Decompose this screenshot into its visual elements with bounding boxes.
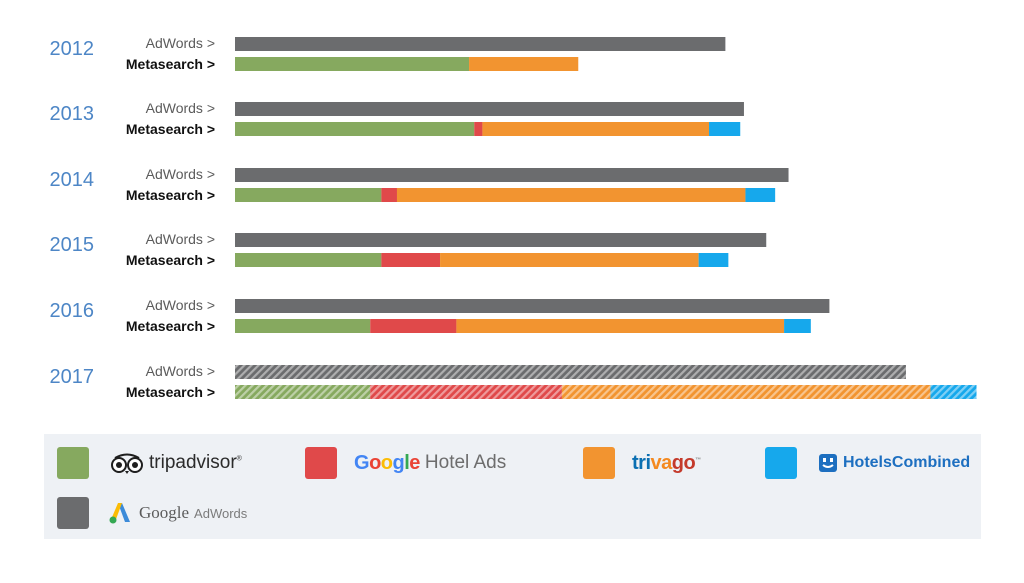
metasearch-row-label: Metasearch > xyxy=(126,56,215,72)
hotelscombined-logo-icon xyxy=(819,454,837,472)
metasearch-row-label: Metasearch > xyxy=(126,121,215,137)
legend-swatch-adwords xyxy=(57,497,89,529)
bar-hotelscombined-2016 xyxy=(784,319,811,333)
bar-google-hotel-ads-2016 xyxy=(370,319,457,333)
adwords-row-label: AdWords > xyxy=(146,35,215,51)
owl-eyes-icon xyxy=(111,453,143,474)
hotelscombined-wordmark: HotelsCombined xyxy=(843,454,971,471)
legend-swatch-trivago xyxy=(583,447,615,479)
bar-adwords-2016 xyxy=(235,299,830,313)
hotel-ads-text: Hotel Ads xyxy=(424,452,507,473)
bar-adwords-2012 xyxy=(235,37,726,51)
bar-adwords-2015 xyxy=(235,233,767,247)
hatch-overlay-adwords-2017 xyxy=(235,365,906,379)
metasearch-row-label: Metasearch > xyxy=(126,187,215,203)
hatch-overlay-google-hotel-ads-2017 xyxy=(370,385,562,399)
bar-trivago-2015 xyxy=(440,253,699,267)
bar-tripadvisor-2013 xyxy=(235,122,475,136)
adwords-word: AdWords xyxy=(194,505,248,521)
bar-adwords-2014 xyxy=(235,168,789,182)
adwords-row-label: AdWords > xyxy=(146,297,215,313)
google-word: Google xyxy=(139,503,190,522)
bar-tripadvisor-2016 xyxy=(235,319,371,333)
bar-tripadvisor-2012 xyxy=(235,57,470,71)
trivago-logo: trivago ™ xyxy=(632,451,701,474)
bar-trivago-2014 xyxy=(396,188,746,202)
adwords-row-label: AdWords > xyxy=(146,166,215,182)
bar-hotelscombined-2014 xyxy=(745,188,776,202)
bar-hotelscombined-2015 xyxy=(698,253,729,267)
hatch-overlay-tripadvisor-2017 xyxy=(235,385,371,399)
google-adwords-logo: Google AdWords xyxy=(109,502,247,524)
legend: tripadvisor® Google Hotel Ads trivago ™ H… xyxy=(44,434,981,539)
hatch-overlay-hotelscombined-2017 xyxy=(930,385,977,399)
bar-trivago-2016 xyxy=(456,319,785,333)
year-label-2015: 2015 xyxy=(50,234,95,256)
legend-swatch-tripadvisor xyxy=(57,447,89,479)
metasearch-row-label: Metasearch > xyxy=(126,318,215,334)
year-label-2012: 2012 xyxy=(50,38,95,60)
bar-tripadvisor-2015 xyxy=(235,253,382,267)
adwords-logo-icon xyxy=(109,503,130,524)
year-label-2016: 2016 xyxy=(50,300,95,322)
legend-swatch-hotelscombined xyxy=(765,447,797,479)
legend-item-hotelscombined: HotelsCombined xyxy=(765,447,970,479)
adwords-row-label: AdWords > xyxy=(146,231,215,247)
bar-google-hotel-ads-2014 xyxy=(381,188,397,202)
year-label-2014: 2014 xyxy=(50,169,95,191)
metasearch-row-label: Metasearch > xyxy=(126,384,215,400)
adwords-row-label: AdWords > xyxy=(146,100,215,116)
year-label-2013: 2013 xyxy=(50,103,95,125)
legend-item-google-hotel-ads: Google Hotel Ads xyxy=(305,447,506,479)
metasearch-row-label: Metasearch > xyxy=(126,252,215,268)
bar-tripadvisor-2014 xyxy=(235,188,382,202)
legend-swatch-google-hotel-ads xyxy=(305,447,337,479)
year-label-2017: 2017 xyxy=(50,366,95,388)
bar-trivago-2012 xyxy=(469,57,579,71)
bar-google-hotel-ads-2015 xyxy=(381,253,441,267)
bar-hotelscombined-2013 xyxy=(709,122,741,136)
hatch-overlay-trivago-2017 xyxy=(561,385,931,399)
stacked-bar-chart: 2012 AdWords > Metasearch > 2013 AdWords > Me… xyxy=(50,35,977,400)
legend-item-tripadvisor: tripadvisor® xyxy=(57,447,242,479)
legend-item-trivago: trivago ™ xyxy=(583,447,701,479)
adwords-row-label: AdWords > xyxy=(146,363,215,379)
bar-google-hotel-ads-2013 xyxy=(474,122,483,136)
bar-trivago-2013 xyxy=(482,122,710,136)
legend-item-adwords: Google AdWords xyxy=(57,497,247,529)
google-wordmark: Google xyxy=(354,451,420,474)
google-hotel-ads-logo: Google Hotel Ads xyxy=(354,452,506,475)
trivago-wordmark: trivago xyxy=(632,451,696,474)
hotelscombined-logo: HotelsCombined xyxy=(819,454,970,472)
tripadvisor-logo: tripadvisor® xyxy=(109,452,242,474)
bar-adwords-2013 xyxy=(235,102,744,116)
tripadvisor-wordmark: tripadvisor® xyxy=(149,452,242,473)
